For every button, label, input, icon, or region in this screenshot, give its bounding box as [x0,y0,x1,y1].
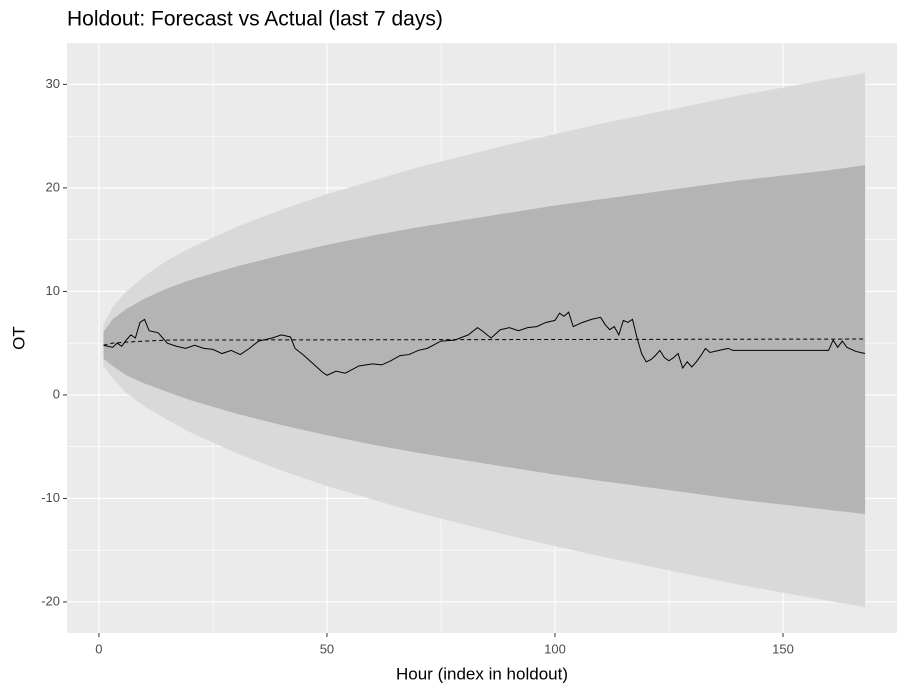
y-tick-label: 30 [46,76,60,91]
y-tick-label: 20 [46,179,60,194]
x-axis-title: Hour (index in holdout) [396,664,568,683]
x-tick-label: 150 [772,641,794,656]
y-axis-title: OT [9,326,28,350]
actual-line [103,311,866,376]
y-tick-label: -20 [41,593,60,608]
forecast-line [103,338,866,346]
x-tick-label: 0 [95,641,102,656]
x-tick-label: 100 [544,641,566,656]
chart-title: Holdout: Forecast vs Actual (last 7 days… [67,8,443,31]
x-tick-label: 50 [320,641,334,656]
y-tick-label: 0 [53,386,60,401]
y-tick-label: -10 [41,490,60,505]
y-tick-label: 10 [46,283,60,298]
